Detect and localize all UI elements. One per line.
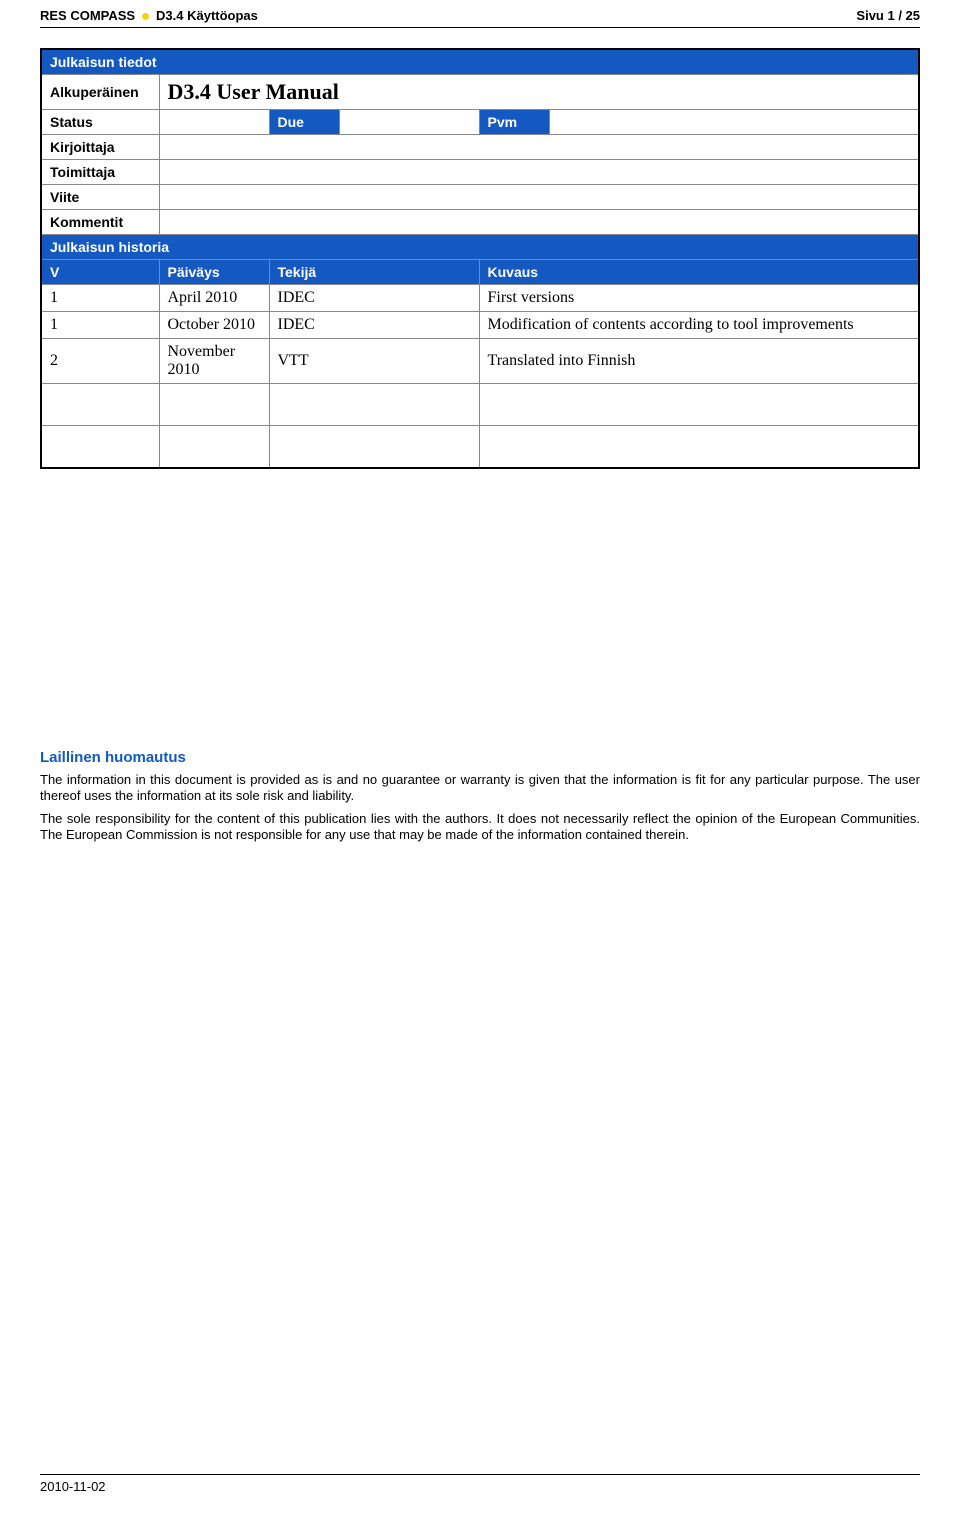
legal-para1: The information in this document is prov… [40, 772, 920, 805]
history-row-empty [41, 426, 919, 468]
col-author: Tekijä [269, 260, 479, 285]
hist-author: IDEC [269, 285, 479, 312]
hist-v: 1 [41, 285, 159, 312]
history-row: 2 November 2010 VTT Translated into Finn… [41, 339, 919, 384]
row-kommentit: Kommentit [41, 210, 919, 235]
page-header: RES COMPASS ● D3.4 Käyttöopas Sivu 1 / 2… [40, 0, 920, 28]
value-status [159, 110, 269, 135]
publication-table: Julkaisun tiedot Alkuperäinen D3.4 User … [40, 48, 920, 469]
value-kirjoittaja [159, 135, 919, 160]
hist-author: VTT [269, 339, 479, 384]
row-toimittaja: Toimittaja [41, 160, 919, 185]
col-desc: Kuvaus [479, 260, 919, 285]
hist-desc: Modification of contents according to to… [479, 312, 919, 339]
value-toimittaja [159, 160, 919, 185]
label-viite: Viite [41, 185, 159, 210]
hist-desc: Translated into Finnish [479, 339, 919, 384]
footer-date: 2010-11-02 [40, 1479, 106, 1494]
hist-v: 1 [41, 312, 159, 339]
hist-desc: First versions [479, 285, 919, 312]
history-row-empty [41, 384, 919, 426]
history-header-row: V Päiväys Tekijä Kuvaus [41, 260, 919, 285]
section-title-history: Julkaisun historia [41, 235, 919, 260]
col-date: Päiväys [159, 260, 269, 285]
label-kommentit: Kommentit [41, 210, 159, 235]
history-row: 1 April 2010 IDEC First versions [41, 285, 919, 312]
label-alkuperainen: Alkuperäinen [41, 75, 159, 110]
value-pvm [549, 110, 919, 135]
hist-v: 2 [41, 339, 159, 384]
section-title-info: Julkaisun tiedot [41, 49, 919, 75]
row-alkuperainen: Alkuperäinen D3.4 User Manual [41, 75, 919, 110]
dot-icon: ● [141, 8, 151, 25]
value-kommentit [159, 210, 919, 235]
hist-date: April 2010 [159, 285, 269, 312]
label-kirjoittaja: Kirjoittaja [41, 135, 159, 160]
history-row: 1 October 2010 IDEC Modification of cont… [41, 312, 919, 339]
label-toimittaja: Toimittaja [41, 160, 159, 185]
value-due [339, 110, 479, 135]
page-number: Sivu 1 / 25 [856, 8, 920, 23]
label-due: Due [269, 110, 339, 135]
legal-notice: Laillinen huomautus The information in t… [40, 749, 920, 845]
legal-title: Laillinen huomautus [40, 749, 920, 766]
hist-author: IDEC [269, 312, 479, 339]
legal-para2: The sole responsibility for the content … [40, 811, 920, 844]
row-kirjoittaja: Kirjoittaja [41, 135, 919, 160]
row-status: Status Due Pvm [41, 110, 919, 135]
row-viite: Viite [41, 185, 919, 210]
value-alkuperainen: D3.4 User Manual [159, 75, 919, 110]
value-viite [159, 185, 919, 210]
col-v: V [41, 260, 159, 285]
doc-code: D3.4 Käyttöopas [156, 8, 258, 23]
section-header-history: Julkaisun historia [41, 235, 919, 260]
label-status: Status [41, 110, 159, 135]
header-left: RES COMPASS ● D3.4 Käyttöopas [40, 8, 258, 23]
page-footer: 2010-11-02 [40, 1474, 920, 1494]
section-header-info: Julkaisun tiedot [41, 49, 919, 75]
project-name: RES COMPASS [40, 8, 135, 23]
hist-date: October 2010 [159, 312, 269, 339]
label-pvm: Pvm [479, 110, 549, 135]
hist-date: November 2010 [159, 339, 269, 384]
